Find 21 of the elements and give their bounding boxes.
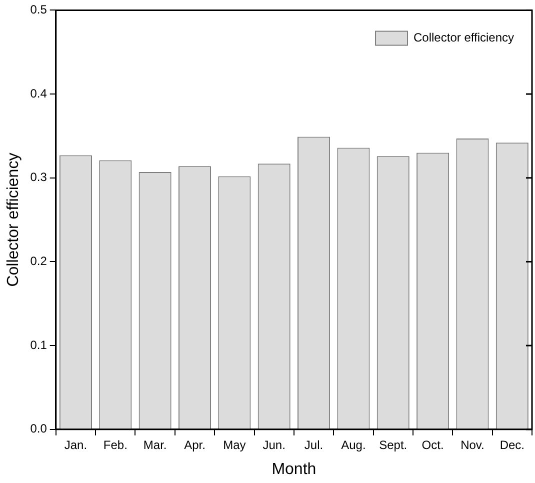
y-tick-label: 0.0 — [30, 422, 48, 436]
x-tick-label: Oct. — [422, 438, 444, 452]
x-tick-label: Apr. — [184, 438, 206, 452]
y-tick-label: 0.4 — [30, 86, 48, 100]
x-axis-title: Month — [272, 460, 316, 478]
y-tick-label: 0.1 — [30, 338, 48, 352]
y-tick-label: 0.2 — [30, 254, 48, 268]
x-tick-label: Jan. — [64, 438, 88, 452]
x-tick-label: Sept. — [379, 438, 408, 452]
x-tick-label: Feb. — [103, 438, 128, 452]
x-tick-label: May — [223, 438, 246, 452]
y-tick-label: 0.3 — [30, 170, 48, 184]
x-tick-label: Mar. — [143, 438, 167, 452]
legend-label: Collector efficiency — [414, 30, 514, 45]
y-tick-label: 0.5 — [30, 2, 48, 17]
x-tick-label: Dec. — [500, 438, 525, 452]
y-axis-title: Collector efficiency — [5, 152, 22, 287]
x-tick-label: Aug. — [341, 438, 366, 452]
x-tick-label: Jun. — [262, 438, 286, 452]
x-tick-label: Nov. — [460, 438, 484, 452]
x-tick-label: Jul. — [304, 438, 324, 452]
